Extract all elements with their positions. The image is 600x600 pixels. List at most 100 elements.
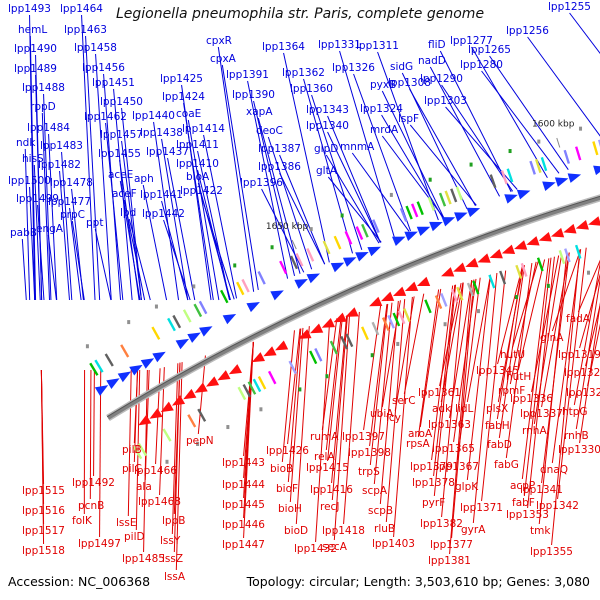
marker-dot <box>428 177 432 182</box>
forward-gene-label: lpp1280 <box>460 59 503 71</box>
reverse-gene-label-leader <box>369 304 388 447</box>
reverse-gene-label-leader <box>144 369 150 481</box>
forward-gene-label: lpp1440 <box>132 110 175 122</box>
forward-gene-label: engA <box>36 223 64 235</box>
forward-gene-label: lpp1441 <box>140 189 183 201</box>
forward-gene-label-leader <box>41 112 50 301</box>
forward-gene-label: lpp1455 <box>98 148 141 160</box>
forward-gene-arrow <box>554 177 569 187</box>
function-bar-forward <box>563 149 570 164</box>
forward-gene-label-leader <box>445 106 518 190</box>
function-bar-forward <box>333 235 342 250</box>
genome-title: Legionella pneumophila str. Paris, compl… <box>115 6 485 22</box>
reverse-gene-label: lpp1518 <box>22 545 65 557</box>
forward-gene-label-leader <box>303 78 354 254</box>
ruler-label: 1600 kbp <box>532 120 575 130</box>
reverse-gene-label-leader <box>533 254 563 425</box>
forward-gene-label: lpp1490 <box>14 43 57 55</box>
function-bar-reverse <box>187 414 197 428</box>
reverse-gene-label: lpp1426 <box>266 445 309 457</box>
reverse-gene-label: scpB <box>368 505 393 517</box>
reverse-gene-label: lpp1447 <box>222 539 265 551</box>
reverse-gene-label: rnhA <box>522 425 547 437</box>
reverse-gene-label: lpp1355 <box>530 546 573 558</box>
forward-gene-label: lpp1489 <box>14 63 57 75</box>
forward-gene-label-leader <box>153 121 180 301</box>
reverse-gene-label: lpp1353 <box>506 509 549 521</box>
forward-gene-label-leader <box>81 14 96 301</box>
reverse-gene-label: lpp1418 <box>322 525 365 537</box>
reverse-gene-label: lpp1361 <box>418 387 461 399</box>
reverse-gene-label-leader <box>287 328 302 483</box>
kbp-ruler: 1400 kbp1450 kbp1500 kbp1550 kbp1600 kbp… <box>266 120 575 250</box>
forward-gene-label-leader <box>35 74 43 301</box>
forward-gene-label-leader <box>105 122 124 301</box>
reverse-gene-label: lpp1319 <box>558 349 600 361</box>
forward-gene-label: lpp1343 <box>306 104 349 116</box>
reverse-gene-label-leader <box>453 278 477 443</box>
forward-gene-arrow <box>593 165 600 176</box>
reverse-gene-label: bioH <box>278 503 302 515</box>
marker-dot <box>546 283 550 288</box>
reverse-gene-label-leader <box>433 284 456 477</box>
function-bar-reverse <box>267 370 277 385</box>
function-bar-reverse <box>288 360 297 375</box>
reverse-gene-arrow <box>369 296 383 307</box>
reverse-gene-label: lpp1365 <box>432 443 475 455</box>
function-bar-forward <box>104 353 114 367</box>
function-bar-forward <box>534 158 542 173</box>
reverse-gene-label: bioD <box>284 525 308 537</box>
forward-gene-label: mrdA <box>370 124 399 136</box>
forward-gene-label: lpp1456 <box>82 62 125 74</box>
forward-gene-label: lpp1464 <box>60 3 103 15</box>
reverse-gene-label: plsX <box>486 403 508 415</box>
forward-gene-arrow <box>466 207 481 218</box>
label-leader-lines <box>21 12 600 571</box>
reverse-gene-label: lpp1341 <box>520 484 563 496</box>
reverse-gene-label: pilD <box>124 531 145 543</box>
reverse-gene-label: lssA <box>164 571 186 583</box>
reverse-gene-label: lpp1397 <box>342 431 385 443</box>
reverse-gene-label-leader <box>551 249 581 546</box>
reverse-gene-label: lpp1432 <box>294 543 337 555</box>
reverse-gene-label-leader <box>531 255 560 393</box>
reverse-gene-label-leader <box>496 265 523 420</box>
marker-dot <box>389 192 393 197</box>
forward-gene-arrow <box>187 332 201 343</box>
marker-dot <box>370 353 374 358</box>
reverse-gene-label: lpp1443 <box>222 457 265 469</box>
reverse-gene-label-leader <box>99 369 102 538</box>
forward-gene-arrow <box>367 246 381 257</box>
forward-gene-label: pabB <box>10 227 37 239</box>
forward-gene-label: lpp1483 <box>40 140 83 152</box>
forward-gene-label-leader <box>47 234 57 301</box>
forward-gene-label-leader <box>142 184 168 301</box>
forward-gene-label-leader <box>217 46 255 292</box>
function-bar-forward <box>455 186 463 201</box>
forward-gene-arrow <box>392 236 406 247</box>
function-bar-forward <box>306 247 315 262</box>
forward-gene-label: lpp1290 <box>420 73 463 85</box>
marker-dot <box>165 459 169 464</box>
reverse-gene-label-leader <box>369 303 389 466</box>
reverse-gene-label-leader <box>466 274 492 481</box>
reverse-gene-arrow <box>501 244 516 255</box>
reverse-gene-label: htpG <box>562 406 588 418</box>
reverse-gene-label: dnaQ <box>540 464 568 476</box>
reverse-gene-label-leader <box>466 274 492 403</box>
function-bar-forward <box>355 226 364 240</box>
reverse-gene-label: hutH <box>506 371 531 383</box>
forward-gene-label: xapA <box>246 106 273 118</box>
reverse-gene-label: lpp1485 <box>122 553 165 565</box>
forward-gene-label-leader <box>43 93 52 301</box>
function-bar-forward <box>241 278 250 293</box>
marker-dot <box>508 149 512 154</box>
reverse-gene-label-leader <box>551 249 582 332</box>
reverse-gene-label-leader <box>575 277 600 430</box>
reverse-gene-arrow <box>333 312 347 323</box>
function-bar-forward <box>236 281 245 296</box>
forward-gene-label: lpp1308 <box>388 77 431 89</box>
forward-gene-label-leader <box>279 172 326 265</box>
forward-gene-label-leader <box>441 84 514 192</box>
